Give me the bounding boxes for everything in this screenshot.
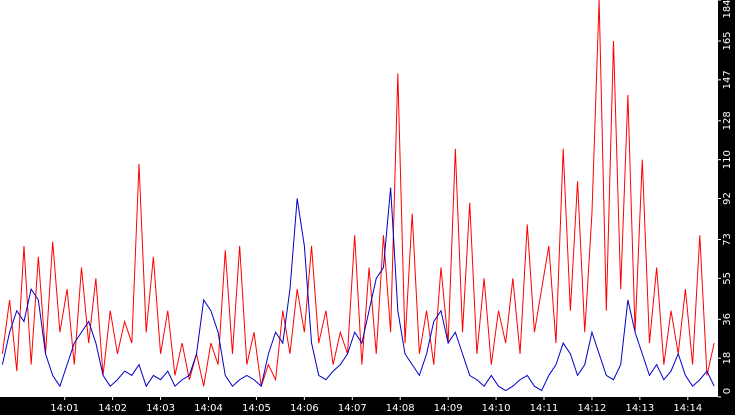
x-tick-label: 14:09 (434, 403, 463, 414)
series-line (1, 187, 715, 392)
y-tick-label: 184 (722, 0, 733, 19)
x-tick-label: 14:14 (673, 403, 702, 414)
x-tick-label: 14:07 (338, 403, 367, 414)
x-tick-label: 14:04 (194, 403, 223, 414)
x-tick-label: 14:05 (242, 403, 271, 414)
y-axis-bar (718, 0, 735, 415)
y-tick-label: 73 (722, 233, 733, 246)
x-tick-label: 14:03 (146, 403, 175, 414)
plot-area (0, 0, 718, 397)
y-tick-label: 147 (722, 70, 733, 89)
y-tick-label: 0 (722, 388, 733, 394)
x-tick-label: 14:13 (625, 403, 654, 414)
x-tick-label: 14:10 (482, 403, 511, 414)
x-tick-label: 14:01 (50, 403, 79, 414)
y-tick-label: 36 (722, 313, 733, 326)
y-tick-label: 55 (722, 272, 733, 285)
y-tick-label: 18 (722, 352, 733, 365)
x-tick-label: 14:06 (290, 403, 319, 414)
y-tick-label: 128 (722, 111, 733, 130)
y-tick-label: 92 (722, 192, 733, 205)
x-tick-label: 14:11 (530, 403, 559, 414)
x-tick-label: 14:02 (98, 403, 127, 414)
series-line (1, 0, 715, 387)
y-tick-label: 165 (722, 31, 733, 50)
x-tick-label: 14:08 (386, 403, 415, 414)
x-axis-bar (0, 397, 735, 415)
x-tick-label: 14:12 (578, 403, 607, 414)
y-tick-label: 110 (722, 150, 733, 169)
